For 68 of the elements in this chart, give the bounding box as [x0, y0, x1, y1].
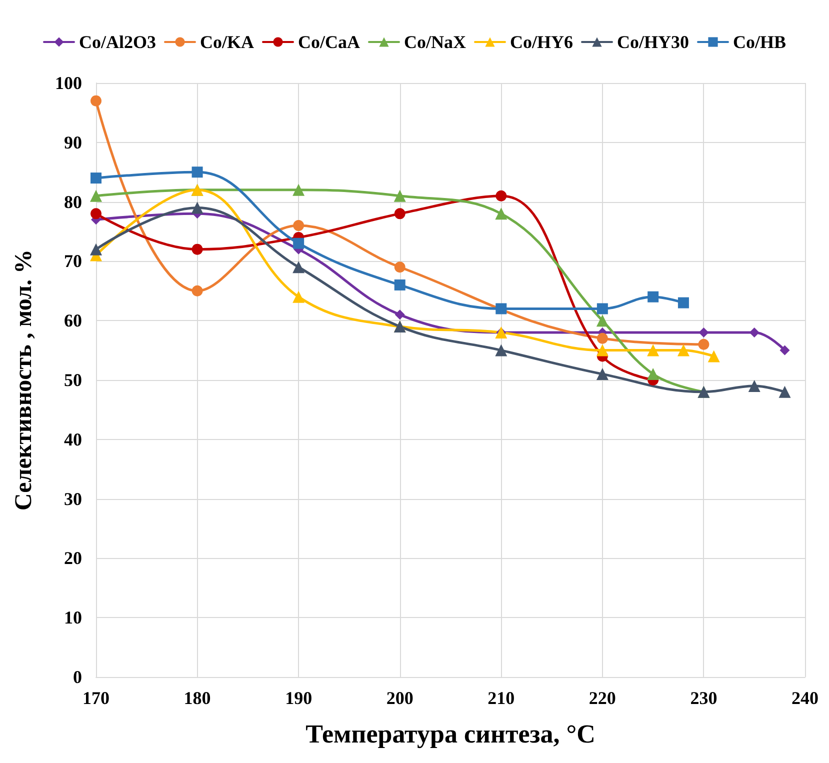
point [780, 345, 790, 356]
point [293, 238, 304, 249]
y-tick-label: 0 [73, 667, 82, 687]
legend-label: Co/KA [200, 32, 254, 52]
point [394, 262, 406, 273]
point [495, 344, 508, 356]
legend-label: Co/HB [732, 32, 786, 52]
point [292, 290, 305, 303]
point [596, 344, 608, 356]
point [90, 95, 102, 106]
point [596, 314, 608, 327]
x-tick-label: 200 [386, 688, 414, 708]
x-tick-label: 190 [285, 688, 312, 708]
y-tick-label: 70 [64, 251, 82, 272]
point [495, 208, 508, 220]
point [496, 303, 507, 314]
point [394, 310, 405, 320]
point [90, 190, 102, 202]
x-axis-title: Температура синтеза, °C [306, 720, 596, 748]
point [394, 208, 406, 220]
point [90, 243, 102, 256]
legend-label: Co/CaA [298, 32, 360, 52]
legend-label: Co/Al2O3 [79, 32, 156, 52]
y-tick-label: 40 [64, 429, 82, 450]
point [596, 303, 608, 314]
legend-label: Co/HY6 [510, 32, 573, 52]
point [677, 344, 690, 356]
point [293, 220, 304, 232]
point [708, 350, 720, 362]
point [90, 172, 102, 184]
point [698, 327, 709, 338]
point [292, 184, 305, 196]
y-tick-label: 90 [64, 132, 82, 152]
x-tick-label: 180 [184, 688, 211, 708]
x-tick-label: 240 [792, 688, 818, 708]
y-tick-label: 30 [64, 488, 82, 509]
point [596, 332, 608, 344]
y-axis-title: Селективность , мол. % [11, 250, 37, 510]
point [748, 380, 760, 392]
y-tick-label: 100 [55, 73, 82, 93]
point [647, 344, 660, 356]
x-tick-label: 210 [488, 688, 515, 708]
point [192, 285, 203, 296]
x-tick-label: 230 [690, 688, 718, 708]
point [394, 190, 406, 202]
y-tick-label: 80 [64, 192, 82, 212]
point [647, 368, 660, 380]
point [648, 291, 659, 302]
point [596, 368, 608, 380]
y-tick-label: 50 [64, 370, 82, 390]
x-tick-label: 170 [82, 688, 110, 708]
legend-label: Co/HY30 [616, 32, 689, 52]
point [698, 338, 710, 350]
point [191, 202, 204, 214]
point [749, 327, 760, 338]
y-tick-label: 20 [64, 548, 82, 568]
y-tick-label: 60 [64, 310, 82, 331]
point [496, 190, 507, 202]
x-tick-label: 220 [588, 688, 616, 708]
point [292, 261, 305, 274]
y-tick-label: 10 [64, 608, 82, 628]
point [90, 208, 102, 220]
point [678, 297, 689, 308]
point [192, 166, 203, 178]
point [778, 386, 791, 398]
point [192, 244, 203, 255]
point [394, 279, 406, 290]
legend-label: Co/NaX [404, 32, 466, 52]
